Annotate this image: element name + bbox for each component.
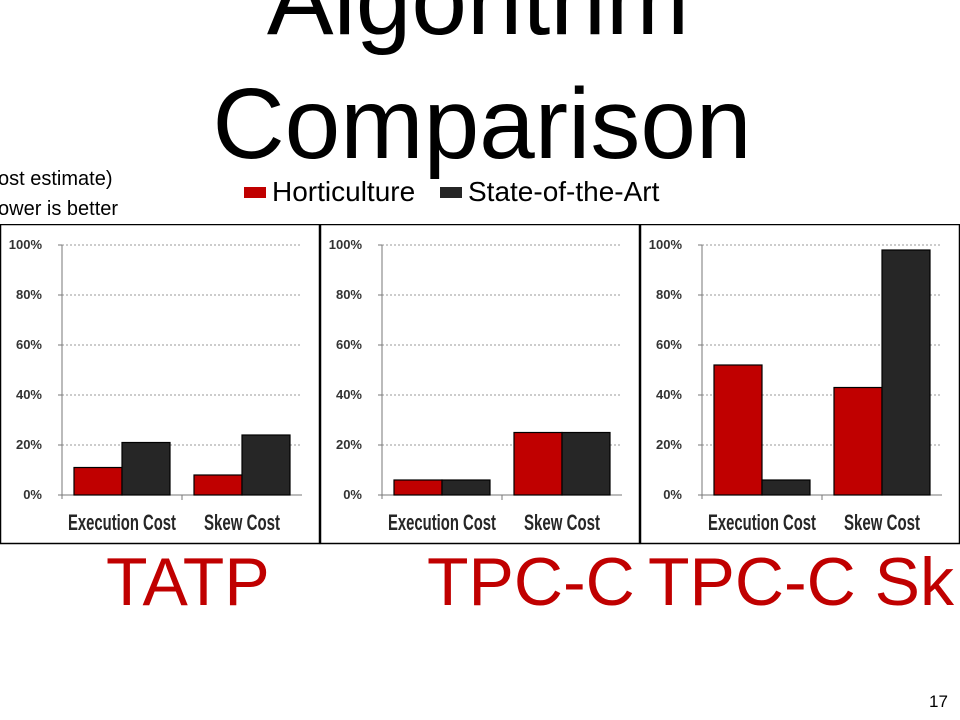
y-tick-label: 60% bbox=[16, 337, 42, 352]
x-category-label: Skew Cost bbox=[524, 510, 600, 535]
bar-horticulture-execution-cost bbox=[713, 364, 763, 496]
bar-state-of-the-art-execution-cost bbox=[761, 479, 811, 496]
panel-label-tpc-c-skewed: TPC-C Sk bbox=[648, 544, 954, 620]
bar-horticulture-skew-cost bbox=[513, 431, 563, 496]
panel-label-tpc-c: TPC-C bbox=[427, 544, 635, 620]
bar-state-of-the-art-skew-cost bbox=[241, 434, 291, 496]
y-axis-note-line-2: ower is better bbox=[0, 198, 119, 220]
slide-title-line-2: Comparison bbox=[212, 68, 752, 180]
y-tick-label: 40% bbox=[656, 387, 682, 402]
y-tick-label: 0% bbox=[663, 487, 682, 502]
y-tick-label: 40% bbox=[336, 387, 362, 402]
x-category-label: Execution Cost bbox=[68, 510, 176, 535]
y-tick-label: 100% bbox=[329, 237, 363, 252]
y-tick-label: 100% bbox=[9, 237, 43, 252]
legend-label-horticulture: Horticulture bbox=[272, 176, 416, 207]
x-category-label: Skew Cost bbox=[204, 510, 280, 535]
bar-state-of-the-art-execution-cost bbox=[121, 441, 171, 496]
x-category-label: Execution Cost bbox=[708, 510, 816, 535]
legend-label-state-of-the-art: State-of-the-Art bbox=[468, 176, 660, 207]
panel-label-tatp: TATP bbox=[106, 544, 270, 620]
bar-horticulture-skew-cost bbox=[193, 474, 243, 496]
x-category-label: Skew Cost bbox=[844, 510, 920, 535]
bar-horticulture-skew-cost bbox=[833, 386, 883, 496]
y-tick-label: 0% bbox=[23, 487, 42, 502]
bar-state-of-the-art-skew-cost bbox=[881, 249, 931, 496]
chart-panel-frame bbox=[319, 224, 641, 545]
bar-state-of-the-art-execution-cost bbox=[441, 479, 491, 496]
y-tick-label: 60% bbox=[656, 337, 682, 352]
legend-item-horticulture: Horticulture bbox=[244, 176, 415, 208]
legend-item-state-of-the-art: State-of-the-Art bbox=[440, 176, 659, 208]
y-tick-label: 40% bbox=[16, 387, 42, 402]
chart-panel-frame bbox=[0, 224, 321, 545]
slide-title-line-1: Algorithm bbox=[266, 0, 690, 56]
y-tick-label: 80% bbox=[656, 287, 682, 302]
y-tick-label: 0% bbox=[343, 487, 362, 502]
y-tick-label: 80% bbox=[16, 287, 42, 302]
bar-charts: 0% 20% 40% 60% 80% 100% Execution Cost Skew Cos… bbox=[0, 224, 960, 545]
y-tick-label: 20% bbox=[336, 437, 362, 452]
legend-swatch-horticulture bbox=[244, 186, 266, 198]
bar-state-of-the-art-skew-cost bbox=[561, 431, 611, 496]
y-axis-note-line-1: ost estimate) bbox=[0, 168, 113, 190]
bar-horticulture-execution-cost bbox=[393, 479, 443, 496]
y-tick-label: 20% bbox=[16, 437, 42, 452]
y-tick-label: 60% bbox=[336, 337, 362, 352]
x-category-label: Execution Cost bbox=[388, 510, 496, 535]
y-tick-label: 20% bbox=[656, 437, 682, 452]
y-tick-label: 80% bbox=[336, 287, 362, 302]
bar-horticulture-execution-cost bbox=[73, 466, 123, 496]
slide-number: 17 bbox=[929, 692, 948, 711]
legend-swatch-state-of-the-art bbox=[440, 186, 462, 198]
y-tick-label: 100% bbox=[649, 237, 683, 252]
